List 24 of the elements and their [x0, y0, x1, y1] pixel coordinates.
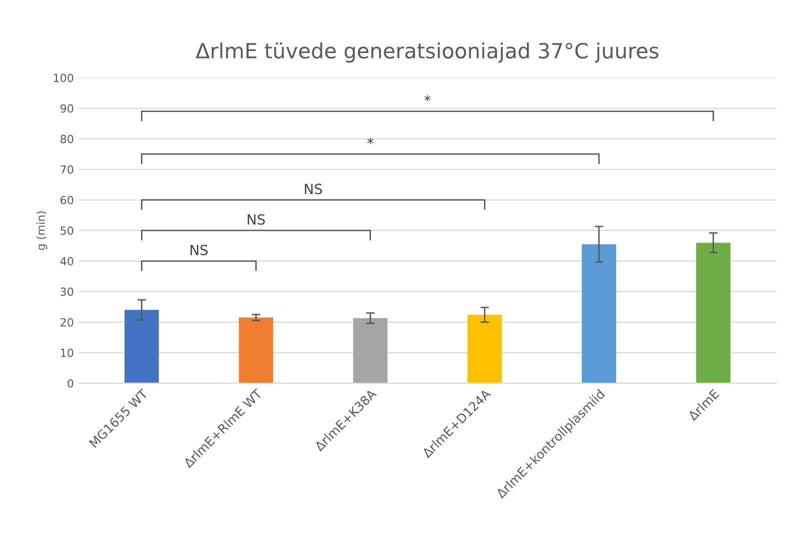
bar	[582, 244, 616, 384]
bar	[696, 242, 730, 384]
y-tick-label: 60	[60, 196, 74, 204]
annotation: *	[367, 138, 374, 144]
bar	[238, 318, 274, 384]
annotation: *	[424, 95, 431, 102]
y-tick-label: 50	[60, 226, 74, 235]
y-tick-label: 30	[60, 288, 74, 296]
annotation: NS	[248, 214, 265, 225]
annotation: NS	[190, 244, 208, 256]
y-tick-label: 40	[60, 257, 74, 266]
bar	[353, 318, 388, 384]
y-tick-label: 80	[60, 134, 74, 144]
bar	[124, 310, 159, 384]
y-tick-label: 20	[60, 318, 74, 327]
y-axis-title: g (min)	[36, 211, 48, 250]
annotation: NS	[304, 184, 322, 194]
y-tick-label: 90	[60, 104, 74, 113]
y-tick-label: 70	[60, 165, 74, 174]
y-tick-label: 10	[61, 348, 74, 358]
bar	[468, 314, 502, 384]
y-tick-label: 0	[68, 379, 74, 388]
y-tick-label: 100	[54, 74, 74, 82]
chart-title: ΔrlmE tüvede generatsiooniajad 37°C juures	[196, 42, 658, 63]
